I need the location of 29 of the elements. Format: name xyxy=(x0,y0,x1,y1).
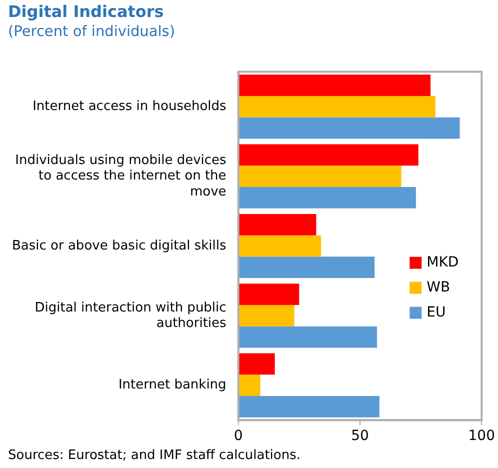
y-tick-label: Internet banking xyxy=(118,378,226,393)
text: (Percent of individuals) xyxy=(8,24,175,40)
source-note: Sources: Eurostat; and IMF staff calculations. xyxy=(8,448,301,463)
bar xyxy=(238,117,460,139)
x-tick-label: 100 xyxy=(468,428,496,444)
bar xyxy=(238,326,378,348)
text: Digital Indicators xyxy=(8,2,164,21)
bar xyxy=(238,235,322,257)
bar xyxy=(238,166,402,188)
bar xyxy=(238,256,375,278)
y-tick-label: Internet access in households xyxy=(32,99,227,114)
bar xyxy=(238,304,294,326)
legend-label: MKD xyxy=(426,254,459,270)
bar xyxy=(238,144,418,166)
bar xyxy=(238,96,436,118)
bar xyxy=(238,284,300,305)
y-tick-label: Digital interaction with public authorities xyxy=(34,300,227,331)
x-tick-label: 50 xyxy=(351,428,369,444)
bar xyxy=(238,187,416,208)
bar xyxy=(238,374,260,396)
x-tick-label: 0 xyxy=(234,428,243,444)
bar xyxy=(238,214,316,236)
bar xyxy=(238,396,380,418)
y-tick-label: Basic or above basic digital skills xyxy=(12,238,227,254)
y-tick-label: Individuals using mobile devices to access the internet on the move xyxy=(15,153,227,200)
bar xyxy=(238,74,431,96)
bar xyxy=(238,353,275,375)
legend-label: EU xyxy=(426,304,446,320)
legend-label: WB xyxy=(426,279,450,296)
